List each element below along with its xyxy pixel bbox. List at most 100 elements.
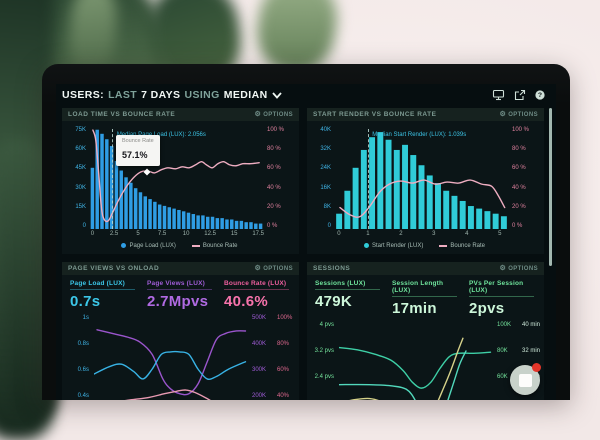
- metric-label: Page Views (LUX): [147, 280, 212, 290]
- metric-value: 40.6%: [224, 293, 269, 310]
- share-icon[interactable]: [513, 89, 526, 101]
- metric-value: 17min: [392, 300, 437, 317]
- x-axis-tick: 5: [136, 231, 140, 237]
- axis-tick: 0: [327, 222, 331, 229]
- options-label: OPTIONS: [263, 265, 293, 272]
- metric-label: Bounce Rate (LUX): [224, 280, 289, 290]
- legend-label: Bounce Rate: [450, 242, 486, 249]
- axis-tick: 24K: [320, 165, 331, 172]
- axis-tick: 0: [82, 222, 86, 229]
- users-filter-dropdown[interactable]: USERS: LAST 7 DAYS USING MEDIAN: [62, 89, 282, 101]
- axis-tick: 15K: [75, 203, 86, 210]
- options-label: OPTIONS: [508, 265, 538, 272]
- panel-title: LOAD TIME VS BOUNCE RATE: [68, 111, 176, 118]
- panel-title: PAGE VIEWS VS ONLOAD: [68, 265, 160, 272]
- metric-label: Page Load (LUX): [70, 280, 135, 290]
- axis-tick-pair: 200K 40%: [252, 393, 290, 399]
- legend-item[interactable]: Start Render (LUX): [363, 242, 424, 249]
- panel-sessions: SESSIONS ⚙ OPTIONS Sessions (LUX) 479K S…: [307, 262, 544, 400]
- options-button[interactable]: ⚙ OPTIONS: [255, 265, 294, 272]
- options-label: OPTIONS: [508, 111, 538, 118]
- options-button[interactable]: ⚙ OPTIONS: [500, 111, 539, 118]
- options-button[interactable]: ⚙ OPTIONS: [255, 111, 294, 118]
- legend-item[interactable]: Bounce Rate: [191, 243, 238, 249]
- chart-area: 40K 32K 24K 16K 8K 0 Median Start Render (LUX…: [307, 121, 544, 254]
- y-axis-left: 1s 0.8s 0.6s 0.4s: [64, 315, 94, 400]
- axis-tick: 75K: [75, 127, 86, 133]
- axis-tick: 2.4 pvs: [314, 374, 334, 380]
- y-axis-left: 75K 60K 45K 30K 15K 0: [64, 127, 90, 229]
- axis-tick: 16K: [320, 184, 331, 191]
- trend-chart: 1s 0.8s 0.6s 0.4s 500K 100% 400K 80% 300K 60% 200…: [62, 312, 299, 400]
- y-axis-right: 500K 100% 400K 80% 300K 60% 200K 40%: [247, 315, 295, 400]
- y-axis-right: 100 % 80 % 60 % 40 % 20 % 0 %: [263, 127, 295, 229]
- x-axis-tick: 12.5: [204, 231, 216, 237]
- laptop-screen: USERS: LAST 7 DAYS USING MEDIAN: [42, 64, 570, 400]
- metric-label: Session Length (LUX): [392, 280, 457, 297]
- header-using-label: USING: [184, 89, 220, 101]
- axis-tick: 3.2 pvs: [314, 348, 334, 354]
- median-marker-line: [112, 129, 114, 229]
- axis-tick: 100 %: [267, 127, 285, 133]
- scrollbar[interactable]: [549, 106, 553, 400]
- panel-header: PAGE VIEWS VS ONLOAD ⚙ OPTIONS: [62, 262, 299, 275]
- axis-tick: 1s: [82, 315, 89, 321]
- chart-legend: Start Render (LUX) Bounce Rate: [309, 239, 540, 252]
- chart-canvas: [90, 127, 263, 229]
- axis-tick-pair: 100K 40 min: [497, 322, 540, 328]
- axis-tick: 4 pvs: [319, 322, 334, 328]
- chat-fab[interactable]: [510, 363, 541, 395]
- axis-tick-pair: 400K 80%: [252, 341, 290, 347]
- line-plot: [94, 315, 247, 400]
- axis-tick: 40 %: [512, 184, 526, 191]
- panel-start-render: START RENDER VS BOUNCE RATE ⚙ OPTIONS 40…: [307, 108, 544, 254]
- x-axis: 0 1 2 3 4 5: [335, 229, 508, 239]
- legend-item[interactable]: Bounce Rate: [439, 243, 485, 249]
- svg-text:?: ?: [538, 92, 542, 99]
- monitor-icon[interactable]: [492, 89, 505, 101]
- x-axis: 0 2.5 5 7.5 10 12.5 15 17.5: [90, 229, 264, 239]
- options-button[interactable]: ⚙ OPTIONS: [500, 265, 539, 272]
- axis-tick: 20 %: [267, 203, 281, 210]
- gear-icon: ⚙: [499, 111, 507, 118]
- metric-bounce-rate: Bounce Rate (LUX) 40.6%: [224, 280, 289, 310]
- chat-icon: [518, 373, 532, 387]
- metrics-row: Page Load (LUX) 0.7s Page Views (LUX) 2.…: [62, 275, 299, 312]
- header-last-label: LAST: [108, 89, 138, 101]
- tooltip: Bounce Rate 57.1%: [115, 135, 160, 167]
- legend-label: Page Load (LUX): [129, 242, 176, 249]
- chevron-down-icon: [271, 91, 282, 99]
- header-icon-group: ?: [492, 89, 546, 101]
- axis-tick: 0.8s: [77, 341, 89, 347]
- x-axis-tick: 1: [366, 231, 370, 237]
- axis-tick: 30K: [75, 184, 86, 191]
- histogram-plot: Median Page Load (LUX): 2.056s Bounce Ra…: [90, 127, 263, 229]
- help-icon[interactable]: ?: [534, 89, 546, 101]
- legend-marker: [191, 244, 200, 247]
- axis-tick: 60K: [75, 146, 86, 153]
- median-marker-line: [367, 129, 369, 229]
- panel-header: LOAD TIME VS BOUNCE RATE ⚙ OPTIONS: [62, 108, 299, 121]
- legend-marker: [363, 243, 369, 248]
- legend-label: Start Render (LUX): [371, 242, 424, 249]
- metric-value: 2.7Mpvs: [147, 293, 209, 310]
- scrollbar-thumb[interactable]: [549, 108, 552, 266]
- axis-tick: 45K: [75, 165, 86, 172]
- median-label: Median Page Load (LUX): 2.056s: [116, 132, 206, 138]
- chart-legend: Page Load (LUX) Bounce Rate: [64, 239, 295, 252]
- x-axis-tick: 2: [399, 231, 403, 237]
- x-axis-tick: 5: [498, 231, 502, 237]
- tooltip-title: Bounce Rate: [121, 138, 154, 145]
- x-axis-tick: 15: [230, 231, 238, 237]
- axis-tick: 0.4s: [77, 393, 89, 399]
- axis-tick: 80 %: [267, 146, 281, 153]
- panel-load-time: LOAD TIME VS BOUNCE RATE ⚙ OPTIONS 75K 60…: [62, 108, 299, 254]
- axis-tick: 0.6s: [77, 367, 89, 373]
- legend-marker: [439, 244, 448, 247]
- legend-item[interactable]: Page Load (LUX): [121, 242, 176, 249]
- chart-area: 75K 60K 45K 30K 15K 0 Median Page Load (LUX):…: [62, 121, 299, 254]
- axis-tick-pair: 80K 32 min: [497, 348, 540, 354]
- legend-marker: [121, 243, 127, 248]
